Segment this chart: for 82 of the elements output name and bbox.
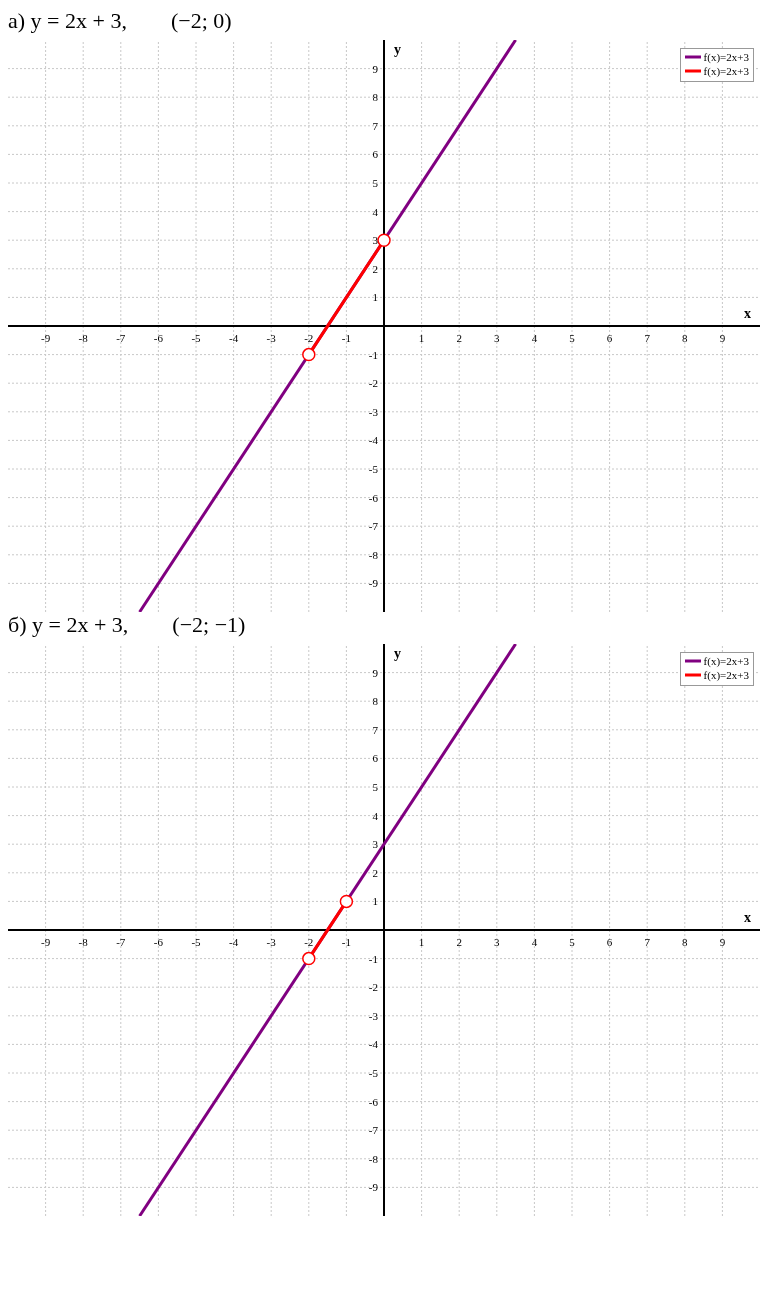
y-tick-label: -9 — [368, 1181, 379, 1194]
y-tick-label: 6 — [372, 148, 379, 161]
chart-title: б) y = 2x + 3, (−2; −1) — [8, 612, 247, 639]
x-tick-label: -4 — [229, 935, 239, 948]
x-tick-label: -6 — [153, 935, 164, 948]
y-tick-label: 9 — [372, 666, 379, 679]
x-tick-label: -9 — [41, 935, 51, 948]
x-tick-label: -7 — [116, 935, 126, 948]
x-tick-label: 8 — [682, 935, 689, 948]
y-tick-label: 1 — [372, 291, 378, 304]
y-tick-label: -5 — [368, 462, 379, 475]
y-tick-label: -2 — [368, 981, 378, 994]
x-tick-label: 1 — [418, 331, 425, 344]
chart-title: а) y = 2x + 3, (−2; 0) — [8, 8, 233, 35]
y-tick-label: -7 — [368, 520, 379, 533]
x-tick-label: -7 — [116, 331, 126, 344]
x-tick-label: -4 — [229, 331, 239, 344]
x-tick-label: -8 — [78, 935, 89, 948]
x-axis-title: x — [744, 910, 751, 925]
y-tick-label: -4 — [368, 1038, 379, 1051]
x-tick-label: -1 — [341, 935, 351, 948]
x-tick-label: 4 — [531, 331, 538, 344]
legend-label: f(x)=2x+3 — [703, 669, 749, 681]
y-tick-label: 3 — [372, 838, 379, 851]
x-tick-label: 8 — [682, 331, 689, 344]
y-tick-label: 6 — [372, 752, 379, 765]
y-tick-label: 2 — [372, 262, 378, 275]
x-tick-label: 7 — [644, 935, 651, 948]
x-tick-label: -1 — [341, 331, 351, 344]
y-tick-label: -9 — [368, 577, 379, 590]
x-tick-label: 4 — [531, 935, 538, 948]
y-tick-label: -3 — [368, 405, 379, 418]
y-tick-label: -8 — [368, 548, 379, 561]
x-tick-label: 5 — [569, 935, 576, 948]
y-tick-label: -7 — [368, 1124, 379, 1137]
x-tick-label: 6 — [606, 935, 613, 948]
y-tick-label: -5 — [368, 1066, 379, 1079]
x-tick-label: 2 — [456, 935, 462, 948]
legend-label: f(x)=2x+3 — [703, 655, 749, 667]
x-tick-label: 6 — [606, 331, 613, 344]
x-tick-label: 2 — [456, 331, 462, 344]
y-tick-label: 5 — [372, 780, 379, 793]
x-tick-label: -5 — [191, 935, 202, 948]
x-tick-label: 3 — [494, 331, 501, 344]
y-tick-label: 4 — [372, 205, 379, 218]
y-tick-label: 9 — [372, 62, 379, 75]
x-tick-label: 7 — [644, 331, 651, 344]
legend-label: f(x)=2x+3 — [703, 51, 749, 63]
y-axis-title: y — [394, 646, 401, 661]
y-tick-label: -4 — [368, 434, 379, 447]
legend-label: f(x)=2x+3 — [703, 65, 749, 77]
x-tick-label: -9 — [41, 331, 51, 344]
x-tick-label: 9 — [719, 935, 726, 948]
x-tick-label: -2 — [304, 935, 314, 948]
y-tick-label: -8 — [368, 1152, 379, 1165]
y-tick-label: 5 — [372, 176, 379, 189]
y-tick-label: 2 — [372, 866, 378, 879]
y-tick-label: 8 — [372, 695, 379, 708]
x-tick-label: 9 — [719, 331, 726, 344]
x-tick-label: -5 — [191, 331, 202, 344]
y-tick-label: -1 — [368, 952, 378, 965]
x-tick-label: -8 — [78, 331, 89, 344]
y-tick-label: -6 — [368, 491, 379, 504]
y-tick-label: 8 — [372, 91, 379, 104]
x-tick-label: -3 — [266, 935, 277, 948]
x-axis-title: x — [744, 306, 751, 321]
x-tick-label: 5 — [569, 331, 576, 344]
y-tick-label: -2 — [368, 377, 378, 390]
y-tick-label: -1 — [368, 348, 378, 361]
y-tick-label: -6 — [368, 1095, 379, 1108]
y-tick-label: 3 — [372, 234, 379, 247]
x-tick-label: 3 — [494, 935, 501, 948]
y-tick-label: 7 — [372, 723, 379, 736]
y-tick-label: 7 — [372, 119, 379, 132]
x-tick-label: -2 — [304, 331, 314, 344]
y-tick-label: 4 — [372, 809, 379, 822]
y-axis-title: y — [394, 42, 401, 57]
x-tick-label: -3 — [266, 331, 277, 344]
y-tick-label: -3 — [368, 1009, 379, 1022]
x-tick-label: 1 — [418, 935, 425, 948]
x-tick-label: -6 — [153, 331, 164, 344]
y-tick-label: 1 — [372, 895, 378, 908]
